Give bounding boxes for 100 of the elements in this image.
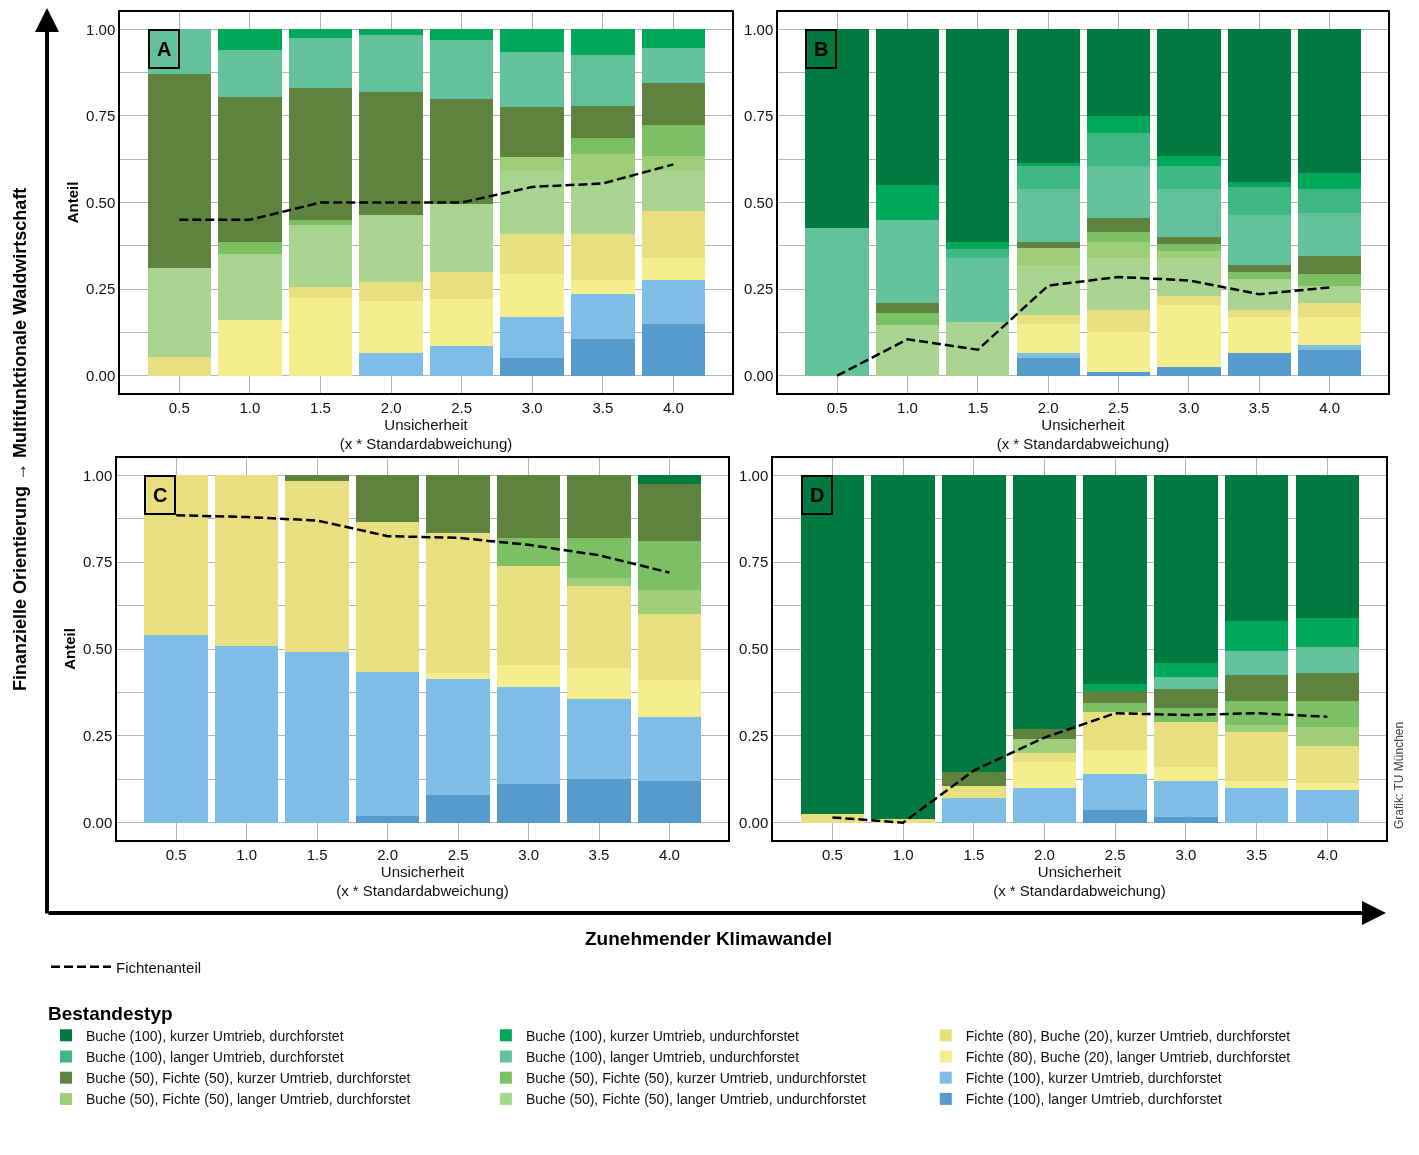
legend-label: Buche (50), Fichte (50), kurzer Umtrieb, undurchforstet xyxy=(525,1070,867,1087)
bar xyxy=(805,29,869,229)
bar xyxy=(429,204,494,272)
bar xyxy=(1157,250,1221,258)
bar xyxy=(218,320,282,376)
bar xyxy=(1086,257,1151,310)
bar xyxy=(218,96,282,243)
bar xyxy=(500,316,564,359)
x-tick-label: 1.0 xyxy=(239,398,261,416)
bar xyxy=(1297,273,1362,286)
y-tick-label: 0.75 xyxy=(83,553,113,571)
bar xyxy=(1157,188,1221,238)
bar xyxy=(1086,309,1151,333)
legend-label: Buche (50), Fichte (50), langer Umtrieb, undurchforstet xyxy=(525,1091,867,1108)
bar xyxy=(355,815,420,823)
bar xyxy=(500,107,564,158)
bar xyxy=(429,98,494,205)
bar xyxy=(429,39,494,99)
bar xyxy=(571,280,635,295)
bar xyxy=(1154,767,1218,781)
bar xyxy=(567,577,631,587)
bar xyxy=(426,532,490,674)
bar xyxy=(500,171,564,234)
bar xyxy=(1154,662,1218,677)
bar xyxy=(1154,688,1218,709)
x-axis-title: Unsicherheit (x * Standardabweichung) xyxy=(336,862,509,900)
bar xyxy=(355,671,420,816)
bar xyxy=(359,91,423,215)
bar xyxy=(426,475,490,533)
bar xyxy=(147,74,212,269)
bar xyxy=(1157,29,1221,156)
x-tick-label: 3.0 xyxy=(518,845,539,863)
bar xyxy=(1224,725,1289,733)
bar xyxy=(1086,166,1151,219)
bar xyxy=(571,233,635,281)
x-tick-label: 3.5 xyxy=(592,398,614,416)
text: A xyxy=(157,38,172,60)
x-tick-label: 3.0 xyxy=(521,398,543,416)
x-tick-label: 3.5 xyxy=(1248,398,1270,416)
bar xyxy=(571,294,635,340)
bar xyxy=(1297,173,1362,189)
bar xyxy=(641,48,706,83)
bar xyxy=(637,716,702,781)
bar xyxy=(1227,309,1291,317)
bar xyxy=(426,673,490,679)
bar xyxy=(1157,304,1221,368)
legend-label: Fichte (80), Buche (20), kurzer Umtrieb, durchforstet xyxy=(965,1027,1291,1044)
bar xyxy=(637,614,702,681)
x-tick-label: 4.0 xyxy=(1319,398,1341,416)
y-tick-label: 1.00 xyxy=(86,20,116,38)
bar xyxy=(1083,711,1148,750)
bar xyxy=(1227,278,1291,310)
bar xyxy=(359,214,423,283)
y-tick-label: 0.25 xyxy=(83,727,113,745)
legend-label: Fichte (100), kurzer Umtrieb, durchforstet xyxy=(965,1070,1222,1087)
bar xyxy=(500,358,564,376)
bar xyxy=(641,83,706,125)
bar xyxy=(871,475,935,820)
legend-label: Buche (50), Fichte (50), kurzer Umtrieb, durchforstet xyxy=(86,1070,411,1087)
bar xyxy=(285,652,349,823)
x-tick-label: 1.0 xyxy=(897,398,918,416)
bar xyxy=(1227,316,1291,354)
y-tick-label: 0.00 xyxy=(86,366,116,384)
legend-label: Buche (100), langer Umtrieb, durchforstet xyxy=(86,1048,344,1065)
y-tick-label: 0.25 xyxy=(86,280,116,298)
bar xyxy=(218,254,282,321)
bar xyxy=(567,779,631,823)
bar xyxy=(1154,475,1218,663)
bar xyxy=(1083,702,1148,712)
text: Grafik: TU München xyxy=(1392,721,1406,829)
bar xyxy=(1224,732,1289,781)
bar xyxy=(1012,739,1077,754)
y-axis-title: Anteil xyxy=(63,181,81,224)
x-tick-label: 4.0 xyxy=(1316,845,1338,863)
bar xyxy=(637,589,702,615)
bar xyxy=(875,325,940,376)
bar xyxy=(1224,621,1289,651)
bar xyxy=(214,645,279,823)
bar xyxy=(1157,166,1221,189)
bar xyxy=(1157,296,1221,305)
bar xyxy=(429,271,494,300)
bar xyxy=(218,242,282,255)
bar xyxy=(946,29,1010,243)
bar xyxy=(1297,256,1362,274)
line-series xyxy=(835,275,1331,377)
y-tick-label: 0.50 xyxy=(739,640,769,658)
legend-title: Bestandestyp xyxy=(48,1002,173,1024)
bar xyxy=(429,346,494,376)
bar xyxy=(1012,475,1077,729)
bar xyxy=(500,29,564,52)
x-tick-label: 1.0 xyxy=(892,845,914,863)
bar xyxy=(147,29,212,75)
bar xyxy=(875,29,940,186)
bar xyxy=(1157,237,1221,245)
bar xyxy=(1157,155,1221,167)
bar xyxy=(1224,650,1289,676)
bar xyxy=(1297,302,1362,317)
bar xyxy=(496,664,561,688)
y-tick-label: 0.00 xyxy=(83,813,113,831)
bar xyxy=(1297,212,1362,257)
